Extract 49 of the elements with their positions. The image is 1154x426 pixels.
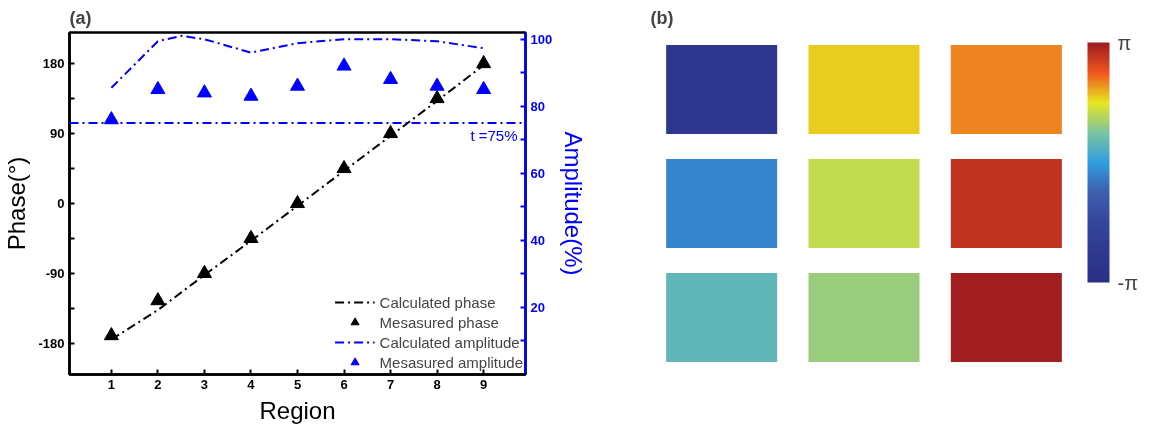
x-tick-label: 2 xyxy=(154,376,162,392)
color-bar-label: π xyxy=(1117,31,1132,54)
x-tick-label: 7 xyxy=(386,376,395,392)
point xyxy=(290,194,305,209)
point xyxy=(290,77,305,91)
point xyxy=(243,87,259,101)
line-series xyxy=(110,34,485,89)
chart-title: (b) xyxy=(650,7,674,28)
y2-tick-label: 20 xyxy=(530,299,545,315)
y2-tick-label: 100 xyxy=(530,31,553,47)
point xyxy=(429,89,445,104)
y-tick-label: 180 xyxy=(42,56,65,72)
y2-tick-label: 60 xyxy=(530,165,545,181)
y2-tick-label: 80 xyxy=(530,98,545,114)
y2-tick-label: 40 xyxy=(530,232,545,248)
chart-title: (a) xyxy=(69,7,92,28)
point xyxy=(383,124,399,139)
point xyxy=(243,229,259,244)
point xyxy=(383,70,399,84)
point xyxy=(476,80,492,95)
x-tick-label: 6 xyxy=(340,376,348,392)
point xyxy=(336,159,352,174)
y-axis-title: Phase(°) xyxy=(3,156,31,251)
point xyxy=(150,292,166,306)
ref-line-label: t =75% xyxy=(470,127,518,145)
x-axis-title: Region xyxy=(259,396,336,424)
point xyxy=(196,84,212,98)
legend-label: Mesasured amplitude xyxy=(379,353,523,371)
y2-axis-title: Amplitude(%) xyxy=(560,131,588,276)
y-tick-label: 0 xyxy=(57,196,65,211)
point xyxy=(150,80,166,95)
x-tick-label: 4 xyxy=(247,376,256,392)
x-tick-label: 8 xyxy=(433,376,441,392)
x-tick-label: 5 xyxy=(293,376,302,392)
x-tick-label: 3 xyxy=(200,376,209,392)
y-tick-label: 90 xyxy=(50,126,65,142)
x-tick-label: 1 xyxy=(107,376,115,392)
color-bar-label: -π xyxy=(1117,271,1138,294)
x-tick-label: 9 xyxy=(480,376,488,392)
point xyxy=(103,327,119,341)
point xyxy=(429,77,445,91)
legend-label: Calculated amplitude xyxy=(379,333,520,351)
y-tick-label: -180 xyxy=(38,335,65,351)
point xyxy=(476,55,492,69)
legend-label: Calculated phase xyxy=(379,293,496,311)
point xyxy=(336,57,352,71)
legend-label: Mesasured phase xyxy=(379,313,499,331)
point xyxy=(196,264,212,278)
y-tick-label: -90 xyxy=(45,265,65,281)
